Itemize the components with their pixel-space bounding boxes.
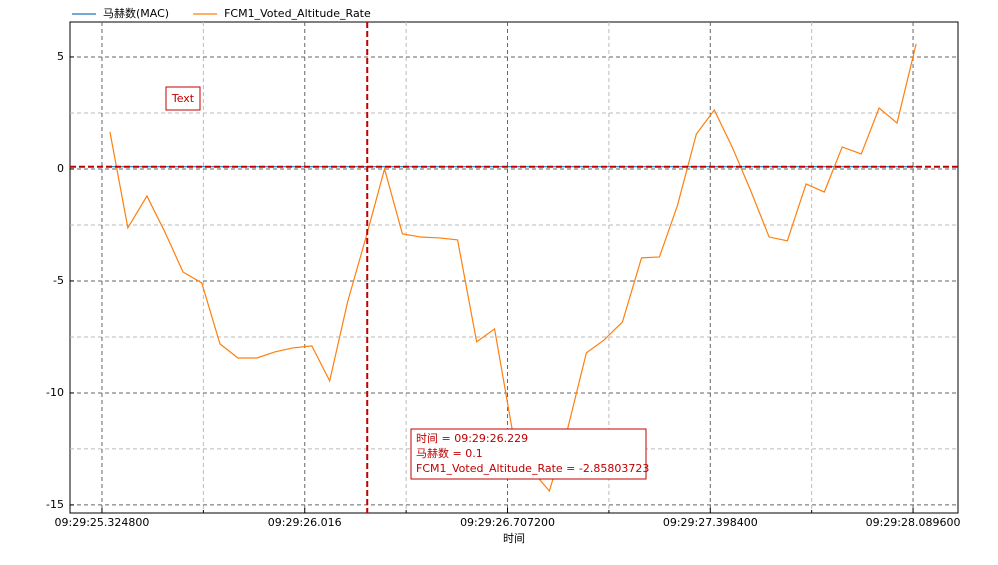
y-tick-label: -15	[46, 498, 64, 511]
tooltip-line: 时间 = 09:29:26.229	[416, 432, 528, 445]
x-tick-label: 09:29:27.398400	[663, 516, 758, 529]
x-tick-label: 09:29:26.707200	[460, 516, 555, 529]
x-axis-label: 时间	[503, 532, 525, 545]
legend-label: 马赫数(MAC)	[103, 7, 169, 20]
legend: 马赫数(MAC) FCM1_Voted_Altitude_Rate	[72, 7, 371, 20]
tooltip-box	[410, 428, 647, 480]
tooltip-line: FCM1_Voted_Altitude_Rate = -2.85803723	[416, 462, 649, 475]
x-tick-label: 09:29:26.016	[268, 516, 342, 529]
y-tick-label: -5	[53, 274, 64, 287]
x-tick-label: 09:29:28.089600	[866, 516, 961, 529]
series-line	[109, 43, 917, 493]
y-tick-label: 0	[57, 162, 64, 175]
y-tick-label: -10	[46, 386, 64, 399]
tooltip-line: 马赫数 = 0.1	[416, 447, 483, 460]
legend-label: FCM1_Voted_Altitude_Rate	[224, 7, 371, 20]
annotation: Text	[171, 92, 195, 105]
plot-frame	[69, 21, 959, 514]
annotation-box	[165, 86, 201, 111]
y-tick-label: 5	[57, 50, 64, 63]
x-tick-label: 09:29:25.324800	[55, 516, 150, 529]
